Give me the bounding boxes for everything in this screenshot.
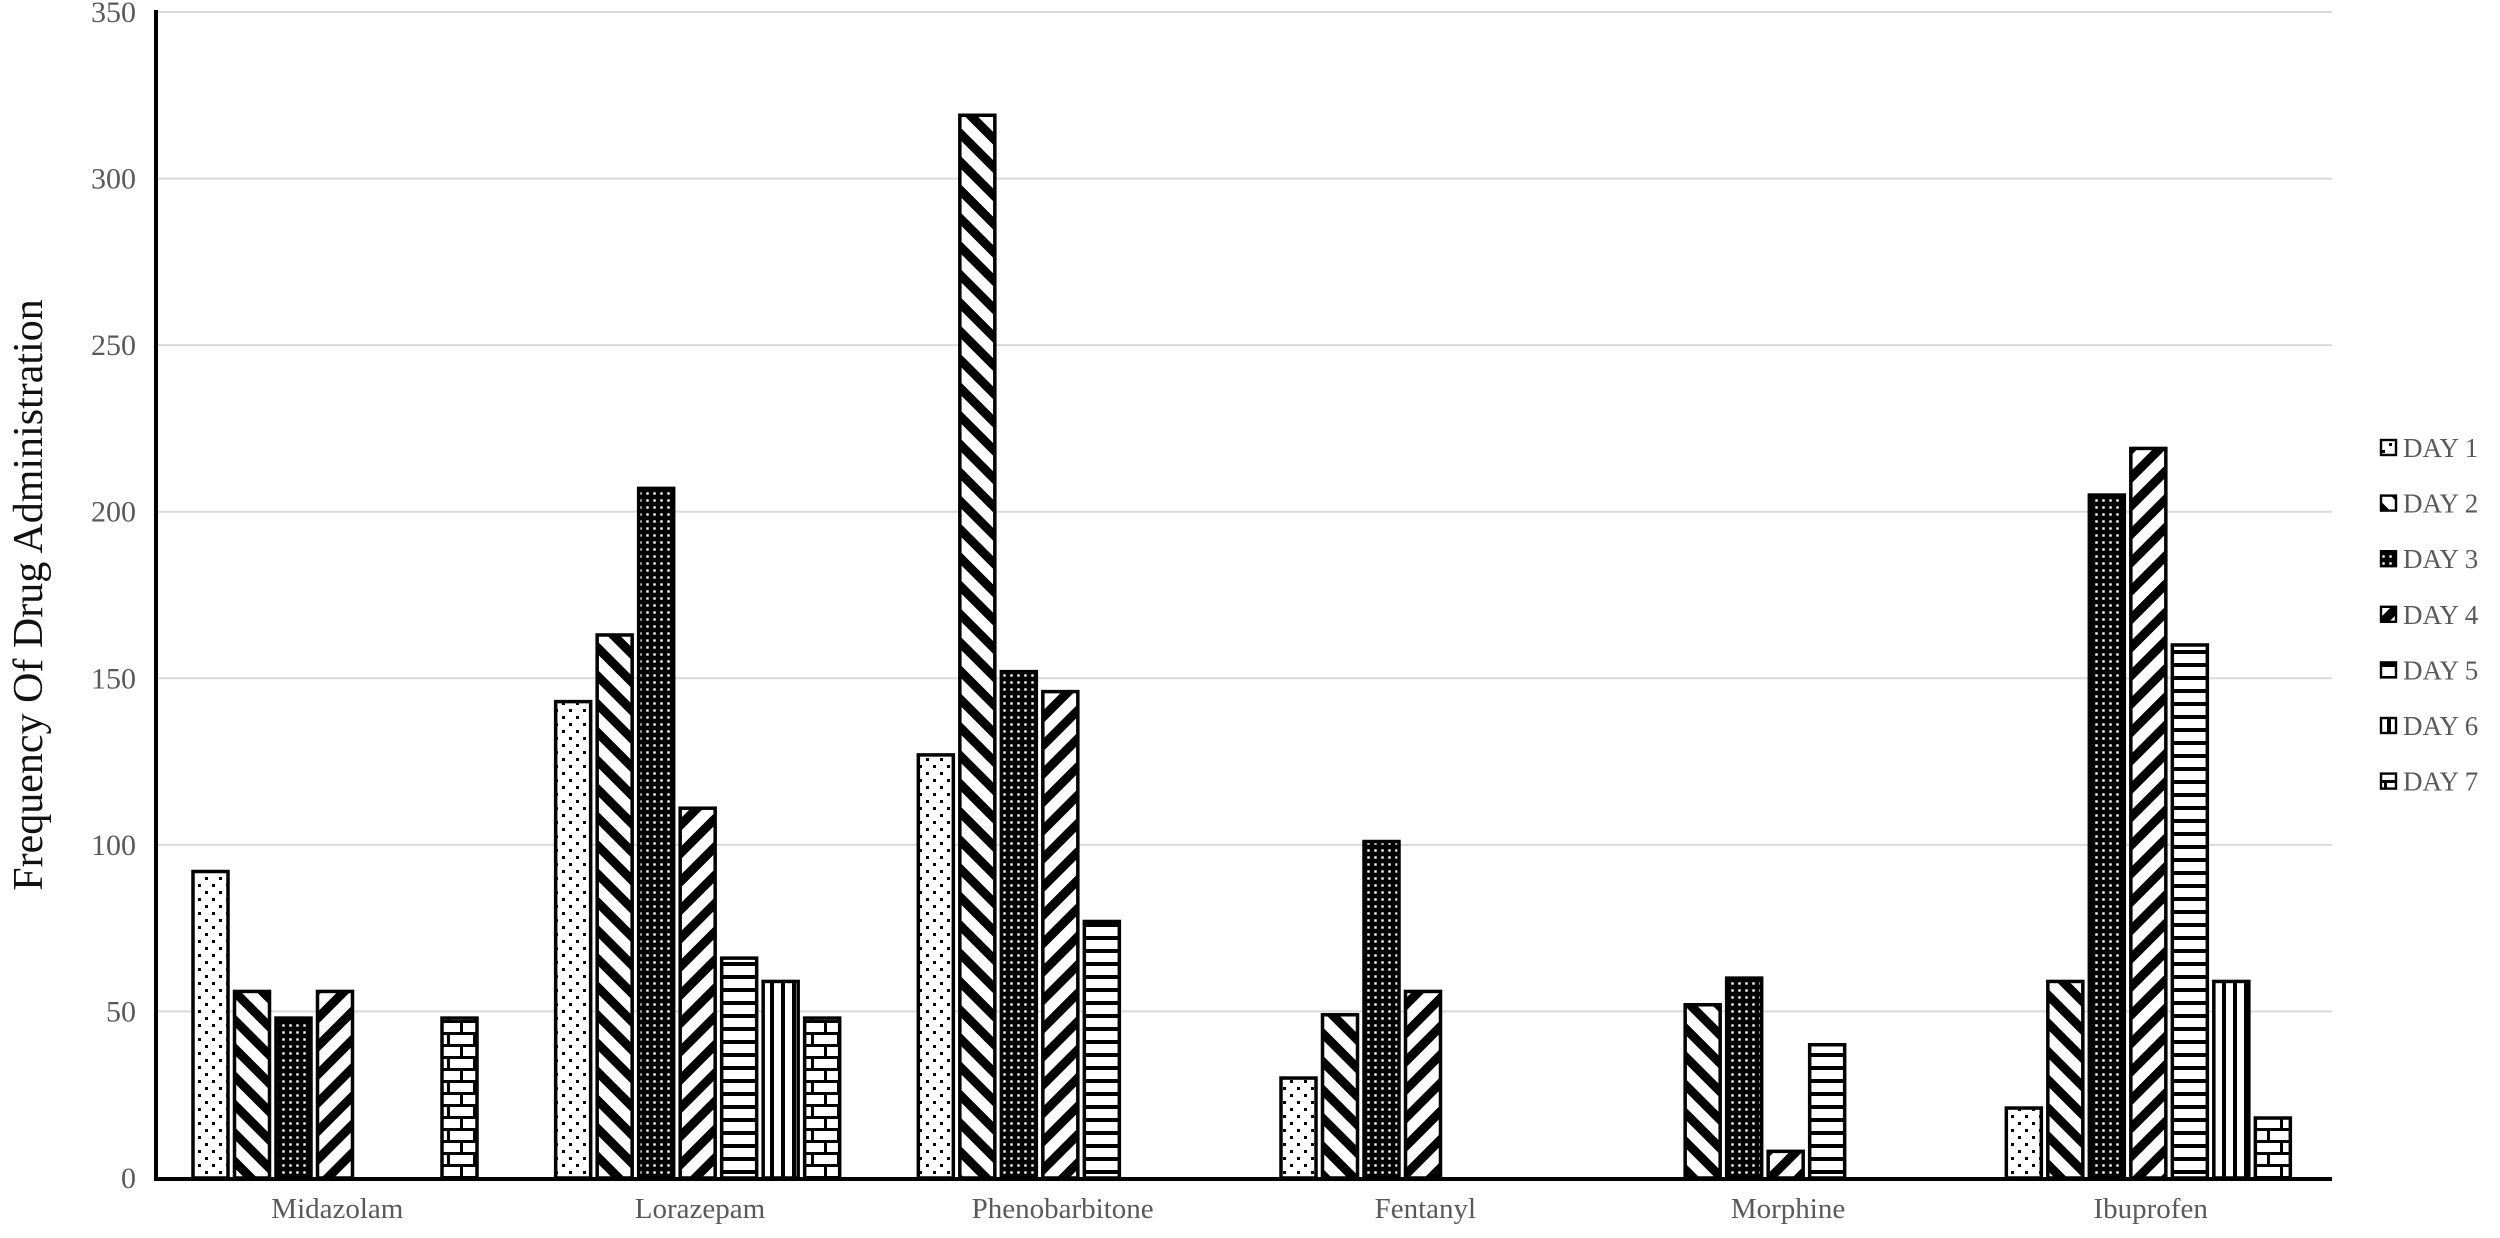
legend-swatch-sparse-dots — [2379, 438, 2398, 457]
y-tick-label: 50 — [106, 995, 136, 1028]
x-category-label: Fentanyl — [1375, 1193, 1477, 1225]
bar-day5-phenobarbitone — [1082, 919, 1122, 1180]
bar-day2-midazolam — [232, 989, 272, 1180]
y-tick-label: 250 — [91, 329, 136, 362]
bar-day5-lorazepam — [719, 956, 759, 1180]
legend-item-label: DAY 2 — [2403, 489, 2478, 519]
bars-layer — [191, 113, 2293, 1180]
bar-day7-midazolam — [440, 1016, 479, 1180]
bar-day1-fentanyl — [1279, 1076, 1318, 1180]
y-axis-title: Frequency Of Drug Administration — [6, 299, 52, 890]
bar-day5-morphine — [1807, 1042, 1847, 1180]
x-category-label: Midazolam — [271, 1193, 404, 1225]
bar-day2-fentanyl — [1320, 1013, 1360, 1180]
legend-swatch-h-lines — [2379, 661, 2398, 679]
bar-day4-lorazepam — [678, 806, 717, 1180]
labels-layer: 0 50 100 150 200 250 300 350 Midazolam Lorazepam P… — [91, 0, 2208, 1225]
bar-day7-lorazepam — [802, 1016, 842, 1180]
legend: DAY 1 DAY 2 DAY 3 DAY 4 DAY 5 DAY 6 DAY 7 — [2379, 433, 2479, 797]
bar-day4-midazolam — [315, 989, 355, 1180]
bar-day6-lorazepam — [761, 979, 800, 1180]
legend-item-label: DAY 7 — [2403, 767, 2478, 797]
bar-day2-morphine — [1683, 1003, 1722, 1180]
bar-day4-ibuprofen — [2129, 446, 2168, 1180]
legend-swatch-v-lines — [2379, 716, 2398, 735]
bar-day1-midazolam — [191, 869, 230, 1180]
y-tick-label: 150 — [91, 662, 136, 695]
bar-day3-ibuprofen — [2087, 493, 2127, 1180]
bar-day3-phenobarbitone — [999, 669, 1039, 1180]
axes-layer — [154, 10, 2332, 1181]
x-category-label: Phenobarbitone — [972, 1193, 1154, 1225]
bar-day2-phenobarbitone — [958, 113, 997, 1180]
legend-swatch-diag-fwd — [2379, 605, 2398, 623]
x-category-label: Morphine — [1731, 1193, 1845, 1225]
y-tick-label: 100 — [91, 829, 136, 862]
bar-day3-lorazepam — [636, 486, 676, 1180]
bar-day6-ibuprofen — [2212, 979, 2251, 1180]
x-category-label: Ibuprofen — [2093, 1193, 2208, 1225]
bar-day3-morphine — [1724, 976, 1764, 1180]
x-category-label: Lorazepam — [635, 1193, 766, 1225]
bar-day4-fentanyl — [1403, 989, 1443, 1180]
y-tick-label: 0 — [121, 1162, 136, 1195]
bar-day1-ibuprofen — [2004, 1106, 2044, 1180]
bar-day1-lorazepam — [553, 699, 593, 1180]
legend-item-label: DAY 6 — [2403, 711, 2478, 741]
bar-day4-morphine — [1766, 1149, 1805, 1180]
legend-item-label: DAY 4 — [2403, 600, 2479, 630]
bar-day3-midazolam — [274, 1016, 313, 1180]
bar-day2-ibuprofen — [2046, 979, 2085, 1180]
bar-day3-fentanyl — [1362, 839, 1401, 1180]
y-tick-label: 350 — [91, 0, 136, 29]
bar-day5-ibuprofen — [2170, 643, 2210, 1180]
legend-item-label: DAY 5 — [2403, 655, 2478, 685]
bar-day7-ibuprofen — [2253, 1116, 2293, 1180]
y-tick-label: 300 — [91, 163, 136, 196]
y-tick-label: 200 — [91, 496, 136, 529]
legend-swatch-diag-back — [2379, 494, 2398, 512]
bar-day1-phenobarbitone — [916, 753, 956, 1180]
legend-swatch-brick — [2379, 772, 2398, 790]
bar-day4-phenobarbitone — [1041, 689, 1080, 1180]
legend-swatch-dense-dots — [2379, 550, 2398, 568]
bar-day2-lorazepam — [595, 633, 634, 1180]
legend-item-label: DAY 1 — [2403, 433, 2478, 463]
legend-item-label: DAY 3 — [2403, 544, 2478, 574]
gridlines-layer — [156, 11, 2332, 1013]
